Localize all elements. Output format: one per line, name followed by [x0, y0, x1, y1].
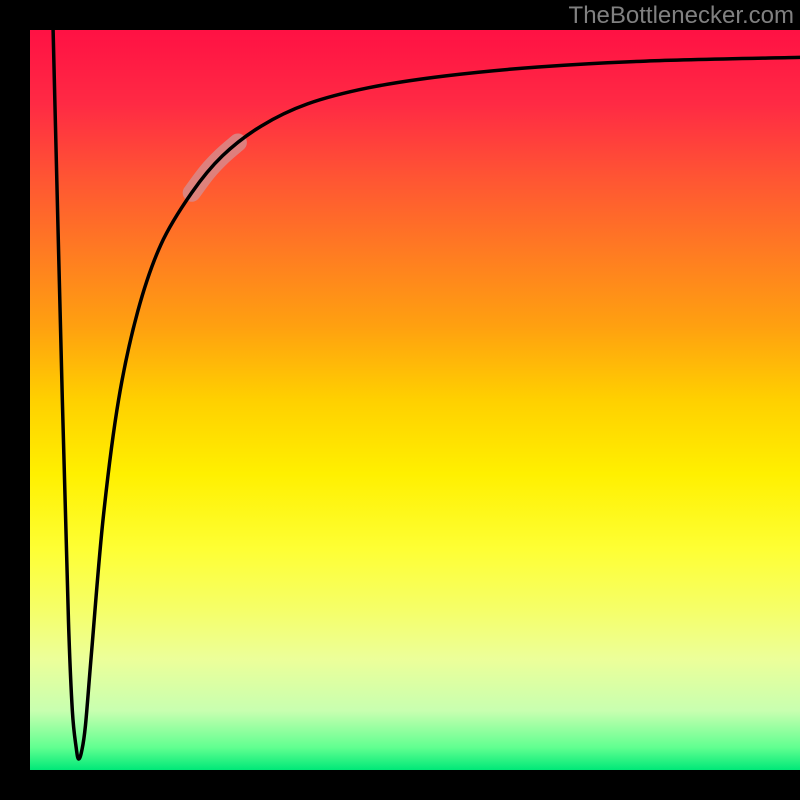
bottleneck-chart [0, 0, 800, 800]
watermark-text: TheBottlenecker.com [569, 2, 794, 30]
plot-background [30, 30, 800, 770]
